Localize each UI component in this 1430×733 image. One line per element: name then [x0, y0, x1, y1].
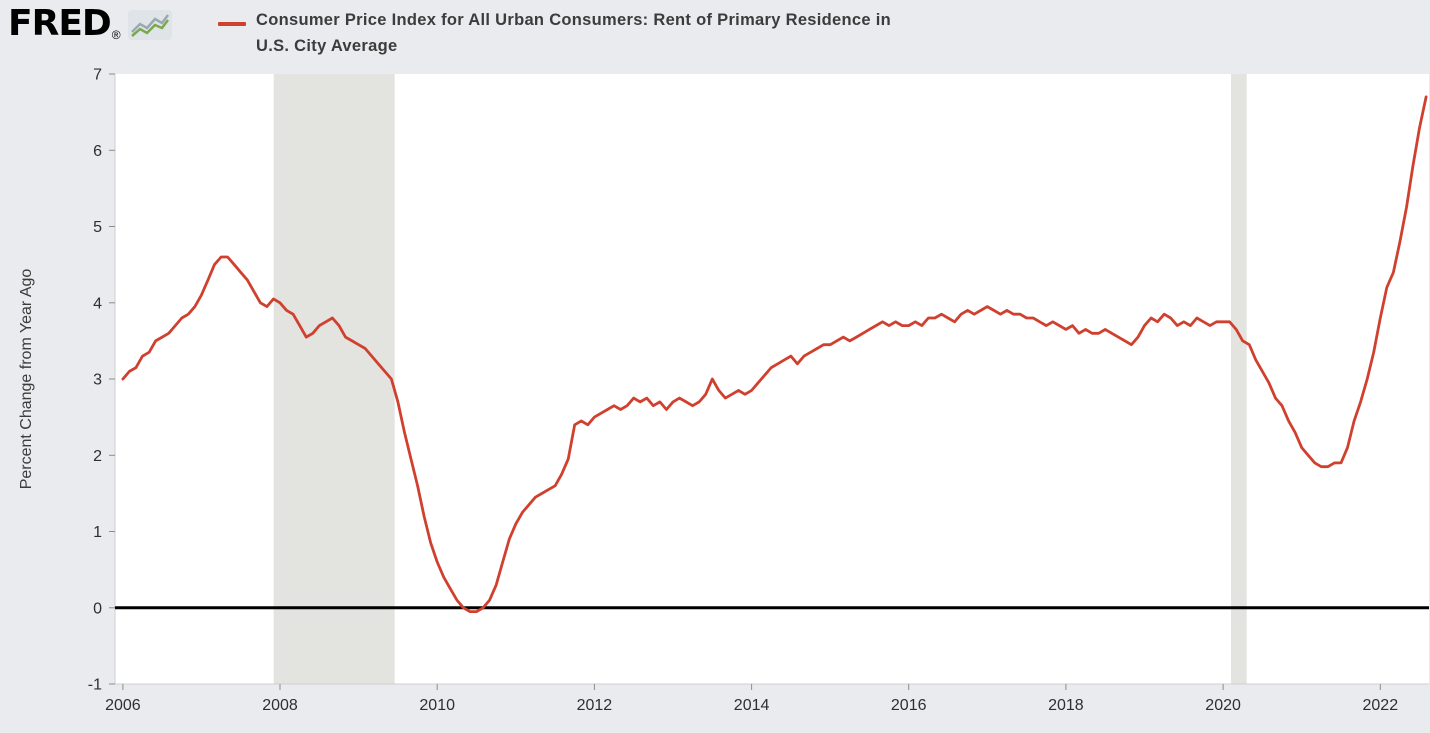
- x-tick-label: 2016: [891, 697, 927, 714]
- y-tick-label: -1: [88, 677, 102, 694]
- recession-band: [273, 74, 395, 684]
- series-title-line1: Consumer Price Index for All Urban Consu…: [256, 11, 891, 29]
- x-tick-label: 2006: [105, 697, 141, 714]
- y-tick-label: 0: [93, 600, 102, 617]
- x-tick-label: 2022: [1363, 697, 1399, 714]
- series-line: [121, 95, 1428, 613]
- x-tick-label: 2010: [419, 697, 455, 714]
- series-title: Consumer Price Index for All Urban Consu…: [256, 7, 891, 59]
- y-tick-label: 6: [93, 143, 102, 160]
- y-tick-label: 7: [93, 67, 102, 84]
- x-tick-label: 2008: [262, 697, 298, 714]
- legend-line-swatch: [218, 22, 246, 26]
- y-axis-label: Percent Change from Year Ago: [18, 269, 35, 490]
- chart-header: FRED ® Consumer Price Index for All Urban…: [0, 0, 1430, 72]
- y-tick-label: 5: [93, 219, 102, 236]
- y-tick-label: 3: [93, 372, 102, 389]
- x-tick-label: 2012: [577, 697, 613, 714]
- fred-sparkline-icon: [127, 10, 172, 45]
- fred-logo-text: FRED: [8, 3, 112, 44]
- y-tick-label: 2: [93, 448, 102, 465]
- registered-mark: ®: [111, 28, 121, 42]
- fred-logo[interactable]: FRED ®: [8, 3, 172, 44]
- x-tick-label: 2018: [1048, 697, 1084, 714]
- y-tick-label: 4: [93, 295, 102, 312]
- series-title-line2: U.S. City Average: [256, 37, 398, 55]
- x-tick-label: 2014: [734, 697, 770, 714]
- x-tick-label: 2020: [1205, 697, 1241, 714]
- recession-band: [1231, 74, 1247, 684]
- y-tick-label: 1: [93, 524, 102, 541]
